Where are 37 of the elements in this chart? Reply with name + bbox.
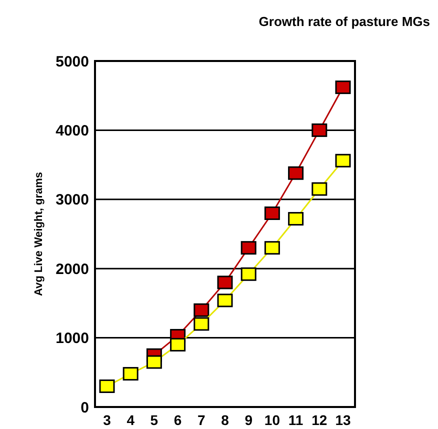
point (194, 303, 210, 317)
x-tick-label: 10 (264, 412, 280, 428)
point (217, 294, 233, 308)
y-tick-label: 2000 (56, 260, 89, 278)
x-tick-label: 8 (221, 412, 230, 428)
point (312, 182, 328, 196)
y-tick-label: 3000 (56, 192, 89, 209)
point (217, 276, 233, 290)
point (312, 123, 328, 137)
point (335, 154, 351, 168)
x-tick-label: 13 (335, 412, 351, 428)
point (170, 338, 186, 352)
point (194, 317, 210, 331)
point (288, 166, 304, 180)
x-tick-label: 5 (150, 412, 158, 428)
point (146, 355, 162, 369)
x-tick-label: 3 (103, 412, 112, 428)
point (240, 241, 256, 255)
point (264, 241, 280, 255)
chart-title: Growth rate of pasture MGs (258, 14, 430, 29)
x-tick-label: 7 (198, 412, 206, 428)
y-tick-label: 4000 (56, 122, 89, 140)
point (288, 212, 304, 226)
x-tick-label: 6 (174, 412, 182, 428)
x-tick-label: 11 (288, 412, 304, 428)
x-tick-label: 9 (244, 412, 253, 428)
point (264, 206, 280, 220)
point (335, 80, 351, 94)
point (240, 267, 256, 281)
point (99, 379, 115, 393)
y-axis-title: Avg Live Weight, grams (33, 172, 45, 296)
y-tick-label: 1000 (56, 330, 89, 348)
y-tick-label: 0 (80, 399, 89, 416)
x-tick-label: 4 (126, 412, 135, 428)
y-tick-label: 5000 (56, 53, 89, 70)
x-tick-label: 12 (312, 412, 328, 428)
point (122, 367, 138, 381)
